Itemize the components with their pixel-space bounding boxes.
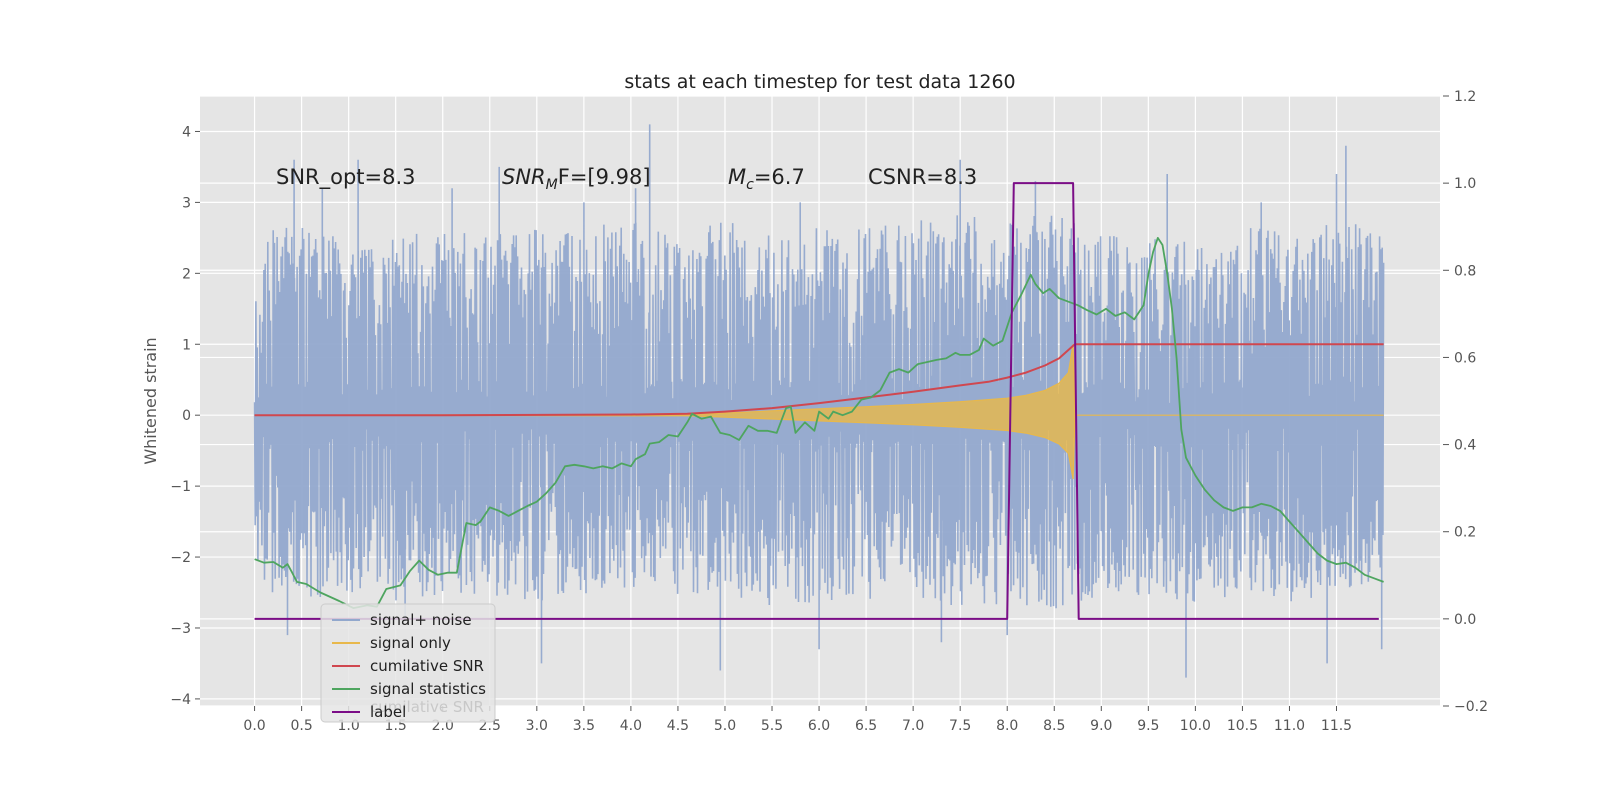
x-tick-label: 10.0: [1180, 718, 1211, 734]
y2-axis-ticks: −0.2 0.0 0.2 0.4 0.6 0.8 1.0 1.2: [1443, 89, 1488, 715]
annotation-snr-opt: SNR_opt=8.3: [276, 165, 416, 190]
y-tick-label: −3: [170, 621, 191, 637]
annotation-snr-mf-rest: F=[9.98]: [558, 165, 651, 189]
x-tick-label: 8.0: [996, 718, 1018, 734]
y2-tick-label: 1.0: [1454, 176, 1476, 192]
annotation-snr-mf-sub: M: [546, 177, 558, 193]
x-tick-label: 11.0: [1274, 718, 1305, 734]
annotation-snr-mf-base: SNR: [502, 165, 546, 189]
x-tick-label: 11.5: [1321, 718, 1352, 734]
series-label: [254, 182, 1379, 620]
label-line: [254, 182, 1379, 620]
x-tick-label: 5.0: [714, 718, 736, 734]
annotation-csnr: CSNR=8.3: [868, 165, 977, 189]
y-tick-label: −2: [170, 550, 191, 566]
y-axis-ticks: −4 −3 −2 −1 0 1 2 3 4: [170, 124, 200, 708]
chart-title: stats at each timestep for test data 126…: [624, 71, 1015, 93]
x-tick-label: 0.0: [243, 718, 265, 734]
x-tick-label: 7.5: [949, 718, 971, 734]
y2-tick-label: −0.2: [1454, 699, 1488, 715]
annotation-snr-mf: SNRMF=[9.98]: [502, 165, 651, 193]
annotation-mc: Mc=6.7: [728, 165, 805, 193]
x-tick-label: 4.0: [620, 718, 642, 734]
x-tick-label: 10.5: [1227, 718, 1258, 734]
y2-tick-label: 0.2: [1454, 525, 1476, 541]
x-tick-label: 3.5: [573, 718, 595, 734]
x-tick-label: 9.5: [1137, 718, 1159, 734]
legend-ghost-text: cumilative SNR: [370, 698, 484, 716]
y-tick-label: 1: [182, 337, 191, 353]
legend: cumilative SNR signal+ noise signal only c…: [320, 603, 496, 723]
legend-entry-label: signal statistics: [370, 680, 486, 698]
x-tick-label: 7.0: [902, 718, 924, 734]
annotation-mc-rest: =6.7: [754, 165, 805, 189]
y-tick-label: −1: [170, 479, 191, 495]
y-axis-label: Whitened strain: [141, 337, 160, 464]
y-tick-label: 4: [182, 124, 191, 140]
x-tick-label: 0.5: [290, 718, 312, 734]
y2-tick-label: 1.2: [1454, 89, 1476, 105]
annotation-mc-base: M: [728, 165, 746, 189]
y2-tick-label: 0.4: [1454, 438, 1476, 454]
series-signal-noise: [253, 124, 1385, 678]
x-tick-label: 9.0: [1090, 718, 1112, 734]
y2-tick-label: 0.0: [1454, 612, 1476, 628]
x-axis-ticks: 0.0 0.5 1.0 1.5 2.0 2.5 3.0 3.5 4.0 4.5 5.0 5.5 6.0 6…: [243, 706, 1352, 734]
legend-entry-label: signal+ noise: [370, 611, 472, 629]
signal-statistics-line: [254, 237, 1384, 609]
series-signal-statistics: [254, 237, 1384, 609]
legend-entry-label: label: [370, 703, 406, 721]
legend-entry-label: signal only: [370, 634, 451, 652]
x-tick-label: 6.0: [808, 718, 830, 734]
y-tick-label: −4: [170, 692, 191, 708]
legend-entry-label: cumilative SNR: [370, 657, 484, 675]
y-tick-label: 2: [182, 266, 191, 282]
x-tick-label: 4.5: [667, 718, 689, 734]
y2-tick-label: 0.6: [1454, 350, 1476, 366]
y2-tick-label: 0.8: [1454, 263, 1476, 279]
x-tick-label: 6.5: [855, 718, 877, 734]
x-tick-label: 8.5: [1043, 718, 1065, 734]
y-tick-label: 0: [182, 408, 191, 424]
signal-noise-line: [253, 124, 1385, 678]
annotation-mc-sub: c: [746, 177, 754, 193]
legend-box: [320, 603, 496, 723]
cumilative-snr-line: [254, 343, 1384, 417]
x-tick-label: 3.0: [526, 718, 548, 734]
series-cumilative-snr: [254, 343, 1384, 417]
y-tick-label: 3: [182, 195, 191, 211]
x-tick-label: 5.5: [761, 718, 783, 734]
